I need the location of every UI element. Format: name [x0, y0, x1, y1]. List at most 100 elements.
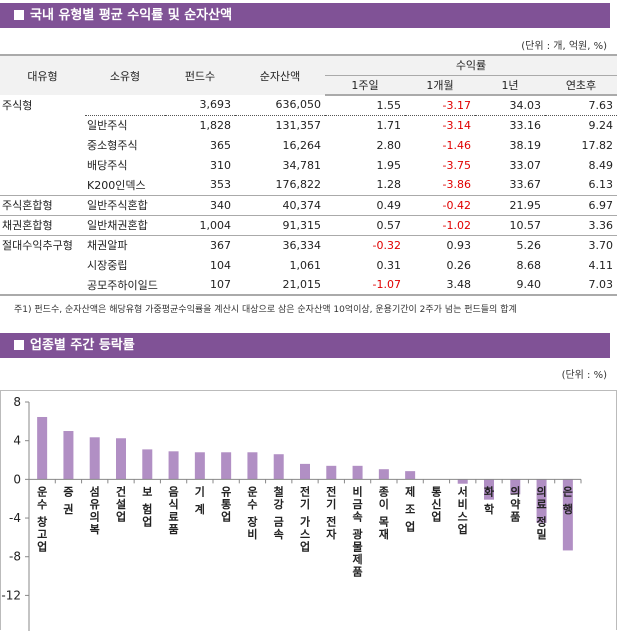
- bar-섬유의복: [90, 437, 100, 479]
- cell-minor: 일반주식혼합: [85, 195, 165, 215]
- cell-y1: 34.03: [475, 95, 545, 115]
- cell-m1: -3.14: [405, 115, 475, 135]
- cell-ytd: 6.13: [545, 175, 617, 195]
- section-header-fund-returns: 국내 유형별 평균 수익률 및 순자산액: [0, 3, 610, 28]
- y-tick-label: -12: [1, 588, 21, 602]
- cell-w1: 1.28: [325, 175, 405, 195]
- cell-ytd: 8.49: [545, 155, 617, 175]
- cell-major: [0, 175, 85, 195]
- cell-funds: 1,828: [165, 115, 235, 135]
- cell-minor: 일반주식: [85, 115, 165, 135]
- cell-w1: 0.31: [325, 255, 405, 275]
- cell-funds: 367: [165, 235, 235, 255]
- y-tick-label: 0: [13, 472, 21, 486]
- cell-assets: 636,050: [235, 95, 325, 115]
- cell-funds: 3,693: [165, 95, 235, 115]
- header-1week: 1주일: [325, 75, 405, 95]
- cell-minor: 일반채권혼합: [85, 215, 165, 235]
- cell-minor: K200인덱스: [85, 175, 165, 195]
- bar-비금속광물제품: [353, 466, 363, 480]
- cell-w1: 0.49: [325, 195, 405, 215]
- cell-minor: 배당주식: [85, 155, 165, 175]
- bar-서비스업: [458, 479, 468, 483]
- cell-m1: -3.75: [405, 155, 475, 175]
- cell-major: 주식형: [0, 95, 85, 115]
- cell-funds: 310: [165, 155, 235, 175]
- cell-m1: -1.02: [405, 215, 475, 235]
- cell-minor: 공모주하이일드: [85, 275, 165, 295]
- section-header-sector-returns: 업종별 주간 등락률: [0, 333, 610, 358]
- cell-major: [0, 135, 85, 155]
- bar-음식료품: [169, 451, 179, 479]
- cell-w1: 0.57: [325, 215, 405, 235]
- cell-y1: 5.26: [475, 235, 545, 255]
- header-assets: 순자산액: [235, 55, 325, 95]
- bar-운수장비: [247, 452, 257, 479]
- cell-minor: 채권알파: [85, 235, 165, 255]
- bar-운수창고업: [37, 417, 47, 479]
- bar-건설업: [116, 438, 126, 479]
- cell-w1: -1.07: [325, 275, 405, 295]
- cell-major: 절대수익추구형: [0, 235, 85, 255]
- cell-major: 주식혼합형: [0, 195, 85, 215]
- cell-y1: 33.67: [475, 175, 545, 195]
- cell-ytd: 7.63: [545, 95, 617, 115]
- cell-w1: -0.32: [325, 235, 405, 255]
- cell-y1: 33.16: [475, 115, 545, 135]
- header-funds: 펀드수: [165, 55, 235, 95]
- cell-assets: 21,015: [235, 275, 325, 295]
- cell-assets: 91,315: [235, 215, 325, 235]
- cell-ytd: 7.03: [545, 275, 617, 295]
- header-1month: 1개월: [405, 75, 475, 95]
- section-title: 업종별 주간 등락률: [30, 338, 135, 353]
- cell-minor: 중소형주식: [85, 135, 165, 155]
- bar-전기전자: [326, 466, 336, 480]
- cell-y1: 33.07: [475, 155, 545, 175]
- cell-major: [0, 115, 85, 135]
- header-ytd: 연초후: [545, 75, 617, 95]
- bar-철강금속: [274, 454, 284, 479]
- y-tick-label: 4: [13, 434, 21, 448]
- cell-funds: 104: [165, 255, 235, 275]
- cell-y1: 8.68: [475, 255, 545, 275]
- bar-전기가스업: [300, 464, 310, 479]
- cell-m1: -3.86: [405, 175, 475, 195]
- cell-funds: 1,004: [165, 215, 235, 235]
- cell-ytd: 3.36: [545, 215, 617, 235]
- unit-label: (단위 : 개, 억원, %): [521, 37, 607, 52]
- y-tick-label: 8: [13, 395, 21, 409]
- square-bullet-icon: [14, 10, 24, 20]
- cell-w1: 1.71: [325, 115, 405, 135]
- cell-ytd: 9.24: [545, 115, 617, 135]
- cell-w1: 1.95: [325, 155, 405, 175]
- cell-assets: 16,264: [235, 135, 325, 155]
- header-1year: 1년: [475, 75, 545, 95]
- y-tick-label: -8: [9, 550, 21, 564]
- cell-funds: 107: [165, 275, 235, 295]
- unit-label: (단위 : %): [562, 366, 607, 381]
- cell-assets: 34,781: [235, 155, 325, 175]
- cell-funds: 365: [165, 135, 235, 155]
- cell-funds: 353: [165, 175, 235, 195]
